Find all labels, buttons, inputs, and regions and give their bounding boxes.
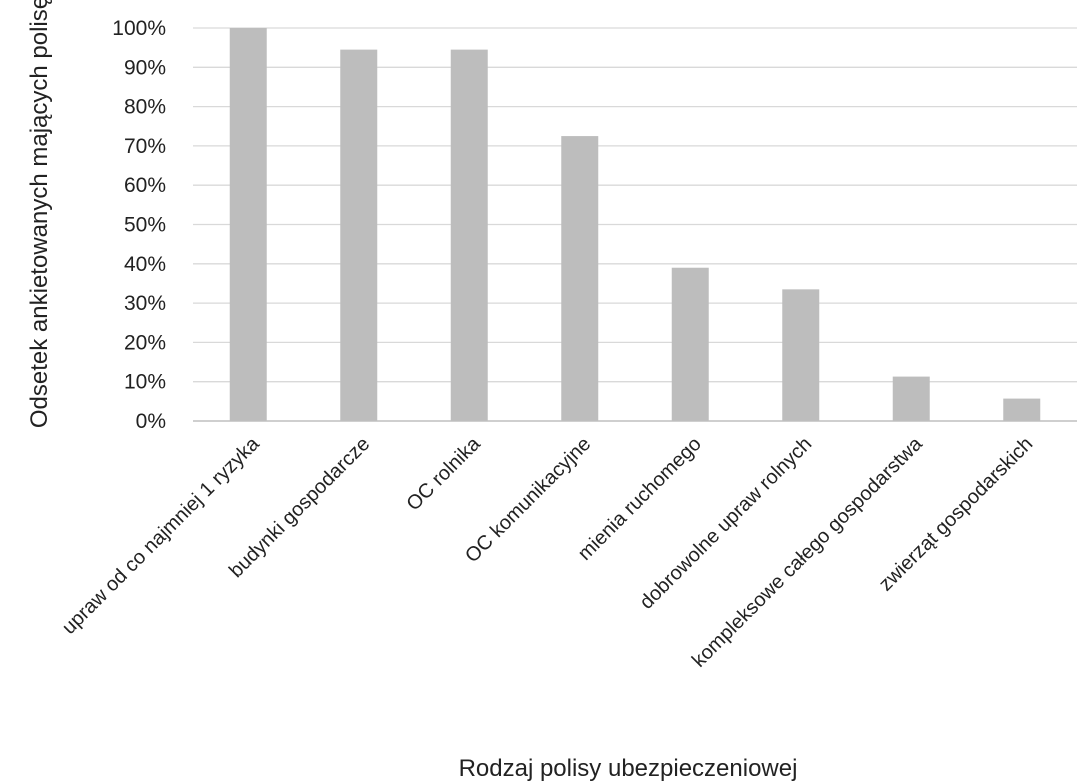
y-tick-label: 100% (112, 17, 166, 40)
x-tick-label: OC rolnika (402, 432, 485, 515)
bars (229, 28, 1041, 422)
bar (1003, 398, 1041, 421)
bar (229, 28, 267, 421)
y-axis-title: Odsetek ankietowanych mających polisę (26, 0, 53, 428)
y-tick-label: 60% (124, 174, 166, 197)
x-tick-label: upraw od co najmniej 1 ryzyka (58, 432, 264, 638)
y-tick-label: 50% (124, 214, 166, 237)
bar (671, 267, 709, 421)
bar (340, 49, 378, 422)
y-tick-label: 10% (124, 371, 166, 394)
y-tick-label: 70% (124, 135, 166, 158)
y-tick-label: 0% (136, 410, 166, 433)
gridlines (193, 27, 1077, 383)
bar (782, 289, 820, 421)
bar (561, 136, 599, 421)
y-tick-label: 80% (124, 96, 166, 119)
y-tick-label: 30% (124, 292, 166, 315)
x-tick-label: mienia ruchomego (574, 433, 706, 565)
bar (450, 49, 488, 422)
y-tick-label: 40% (124, 253, 166, 276)
y-tick-labels: 0% 10% 20% 30% 40% 50% 60% 70% 80% 90% 100% (112, 17, 166, 433)
x-tick-label: kompleksowe całego gospodarstwa (688, 432, 927, 671)
x-axis-title: Rodzaj polisy ubezpieczeniowej (459, 755, 798, 782)
y-tick-label: 90% (124, 56, 166, 79)
bar (892, 376, 930, 421)
y-tick-label: 20% (124, 331, 166, 354)
